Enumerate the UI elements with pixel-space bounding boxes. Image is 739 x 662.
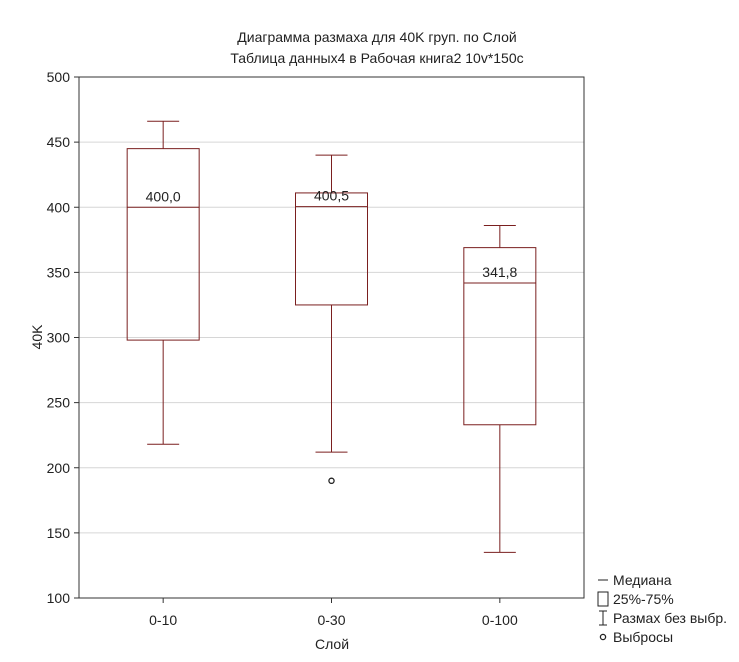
chart-title: Диаграмма размаха для 40K груп. по Слой [237, 29, 516, 45]
median-label: 400,5 [314, 188, 349, 204]
legend-box-icon [597, 591, 609, 607]
box-iqr [126, 148, 200, 341]
y-tick-label: 450 [47, 134, 71, 150]
y-tick-label: 200 [47, 460, 71, 476]
legend-label: Медиана [613, 572, 672, 588]
y-tick-label: 500 [47, 69, 71, 85]
legend: Медиана 25%-75% Размах без выбр. Выбросы [597, 572, 727, 645]
x-tick-label: 0-10 [149, 612, 177, 628]
y-tick-label: 300 [47, 330, 71, 346]
chart-subtitle: Таблица данных4 в Рабочая книга2 10v*150… [230, 50, 523, 66]
legend-label: Размах без выбр. [613, 610, 727, 626]
y-tick-label: 100 [47, 590, 71, 606]
outlier-point [328, 477, 335, 485]
legend-label: Выбросы [613, 629, 673, 645]
x-tick-layer: 0-10 0-30 0-100 [149, 598, 518, 628]
x-tick-label: 0-100 [482, 612, 518, 628]
x-axis-label: Слой [315, 636, 349, 652]
y-tick-label: 150 [47, 525, 71, 541]
box-group-0-30: 400,5 [295, 154, 368, 485]
y-axis-label: 40K [29, 324, 45, 350]
median-label: 400,0 [146, 188, 181, 204]
box-group-0-100: 341,8 [463, 224, 537, 553]
median-label: 341,8 [482, 264, 517, 280]
y-tick-label: 250 [47, 395, 71, 411]
y-tick-label: 400 [47, 199, 71, 215]
y-tick-layer: 100 150 200 250 300 350 400 450 500 [47, 69, 79, 606]
x-tick-label: 0-30 [317, 612, 345, 628]
y-tick-label: 350 [47, 264, 71, 280]
box-iqr [295, 192, 368, 306]
box-layer: 400,0 400,5 341,8 [126, 120, 537, 553]
box-iqr [463, 247, 537, 426]
plot-frame [78, 76, 585, 599]
legend-outlier-icon [599, 633, 607, 641]
box-group-0-10: 400,0 [126, 120, 200, 445]
legend-label: 25%-75% [613, 591, 674, 607]
